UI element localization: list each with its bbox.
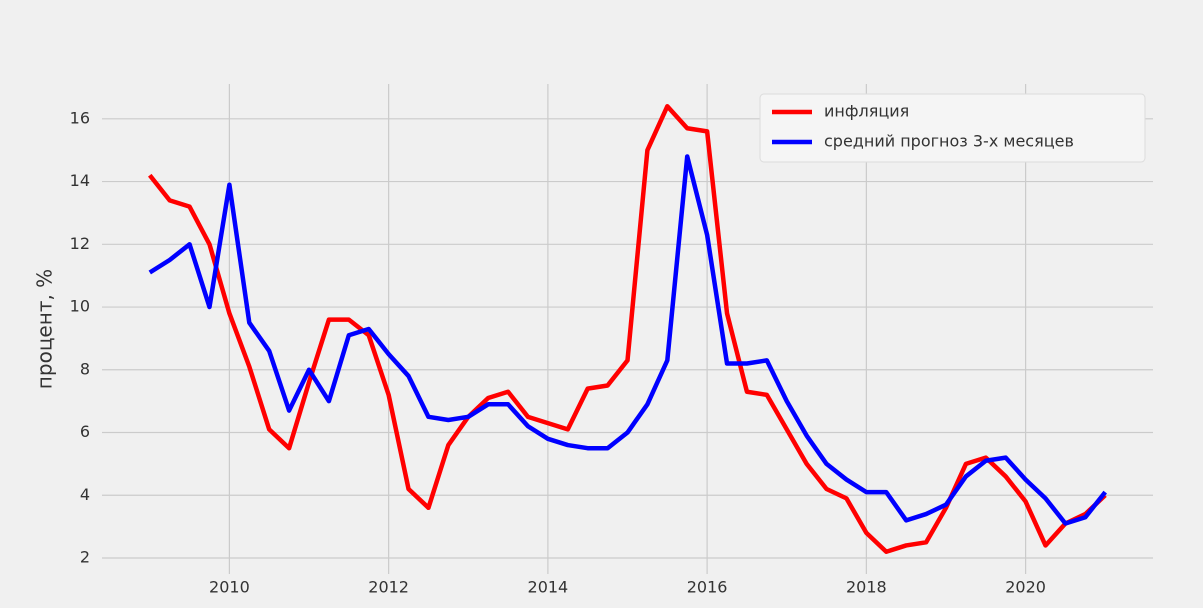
x-tick-label: 2014 (528, 578, 569, 597)
y-tick-label: 4 (80, 485, 90, 504)
legend-label: инфляция (824, 102, 909, 121)
x-tick-label: 2010 (209, 578, 250, 597)
line (148, 154, 1107, 526)
x-tick-label: 2012 (368, 578, 409, 597)
y-tick-label: 2 (80, 548, 90, 567)
y-tick-label: 12 (70, 234, 90, 253)
x-tick-label: 2020 (1005, 578, 1046, 597)
legend-label: средний прогноз 3-х месяцев (824, 132, 1074, 151)
y-tick-label: 16 (70, 108, 90, 127)
legend-box (759, 93, 1146, 163)
y-tick-label: 10 (70, 297, 90, 316)
y-tick-label: 14 (70, 171, 90, 190)
y-axis-label: процент, % (33, 269, 57, 389)
x-tick-label: 2018 (846, 578, 887, 597)
y-tick-label: 6 (80, 422, 90, 441)
line (148, 104, 1107, 554)
x-tick-label: 2016 (687, 578, 728, 597)
y-tick-label: 8 (80, 359, 90, 378)
